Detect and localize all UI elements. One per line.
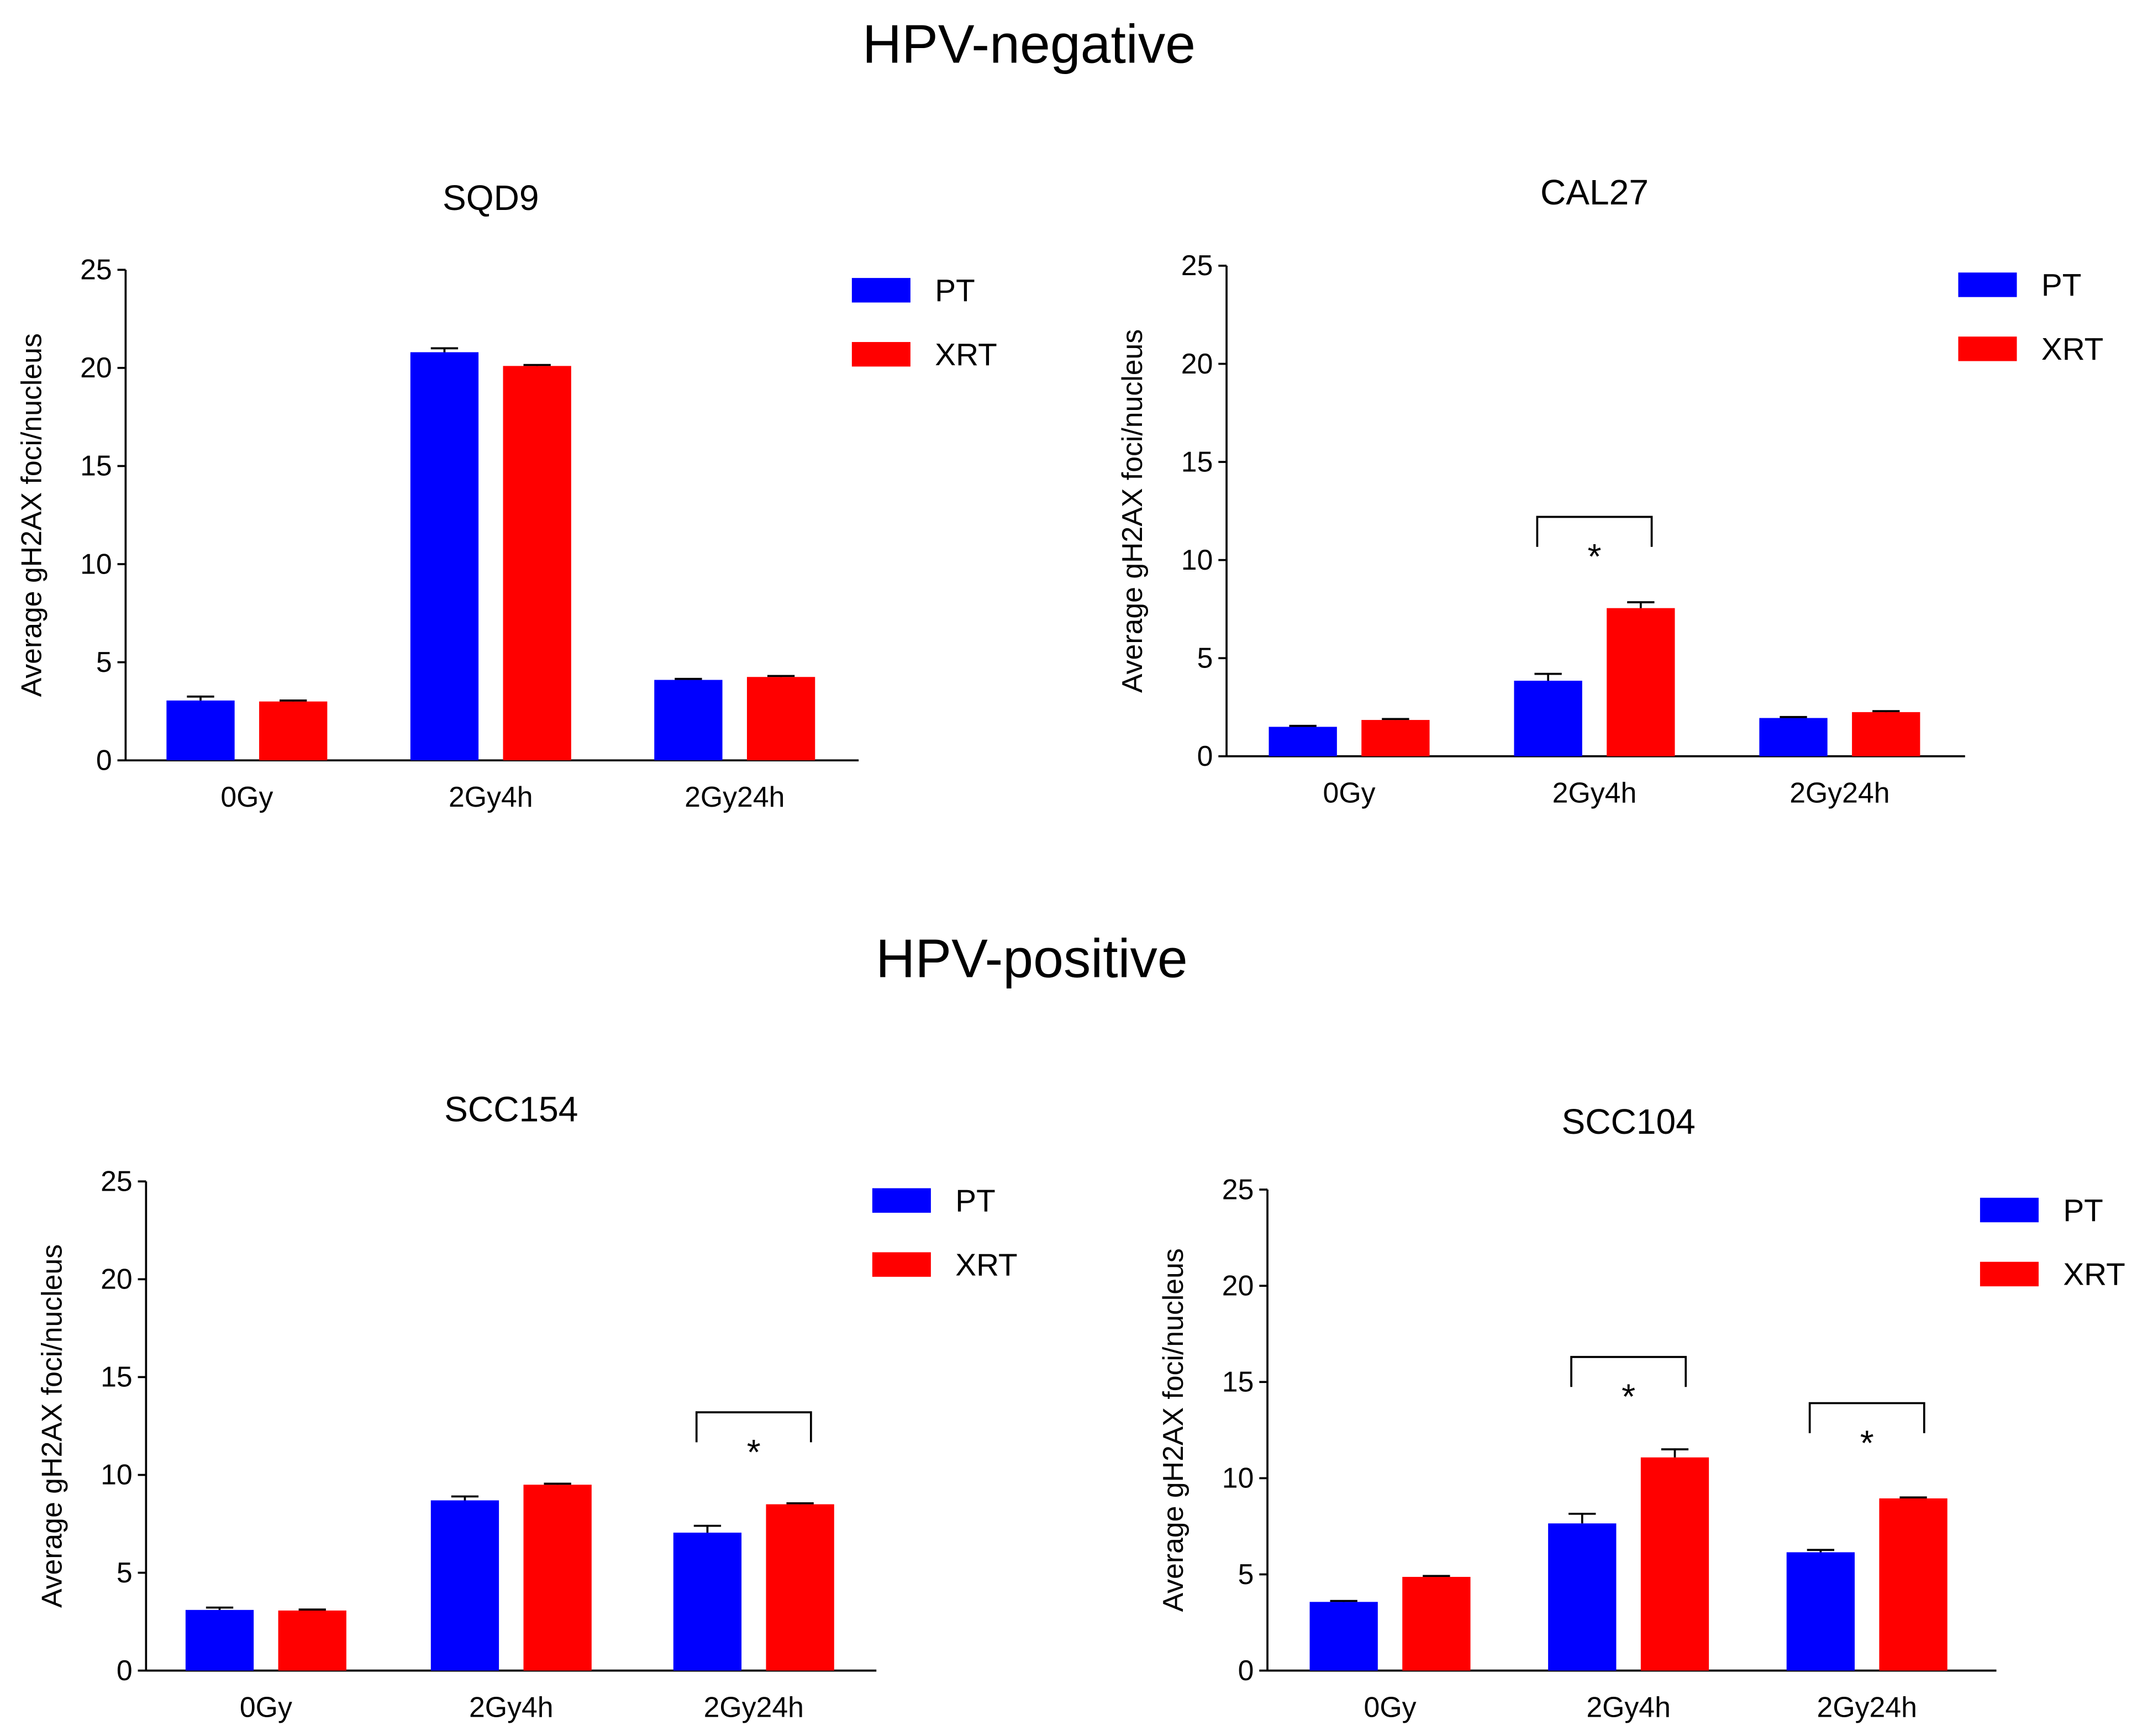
sqd9-chart-title: SQD9 [443, 178, 539, 218]
cal27-y-axis-label: Average gH2AX foci/nucleus [1116, 329, 1148, 693]
scc154-x-tick-label: 2Gy4h [469, 1691, 554, 1723]
sqd9-bar-xrt [746, 677, 815, 761]
scc154-legend-label-pt: PT [955, 1183, 995, 1218]
sqd9-x-tick-label: 2Gy24h [685, 781, 785, 813]
cal27-bar-xrt [1852, 712, 1920, 756]
scc104-x-tick-label: 0Gy [1364, 1691, 1417, 1723]
cal27-y-tick-label: 0 [1197, 740, 1213, 772]
scc104-legend-label-xrt: XRT [2063, 1258, 2125, 1292]
scc154-bar-pt [430, 1500, 499, 1671]
cal27-significance-star: * [1587, 536, 1601, 576]
scc154-legend-swatch-xrt [872, 1252, 931, 1277]
scc104-y-axis-label: Average gH2AX foci/nucleus [1157, 1248, 1189, 1612]
scc154-y-axis-label: Average gH2AX foci/nucleus [35, 1244, 67, 1608]
heading-hpv-positive: HPV-positive [876, 928, 1188, 988]
scc104-bar-xrt [1640, 1457, 1709, 1671]
sqd9-y-axis-label: Average gH2AX foci/nucleus [15, 333, 47, 697]
scc154-bar-pt [673, 1532, 742, 1671]
sqd9-bar-pt [654, 680, 723, 761]
heading-hpv-negative: HPV-negative [862, 13, 1196, 74]
scc154-legend-swatch-pt [872, 1188, 931, 1213]
sqd9-bar-pt [166, 700, 235, 761]
sqd9-legend-label-pt: PT [935, 273, 975, 308]
cal27-y-tick-label: 20 [1181, 348, 1213, 380]
scc104-bar-pt [1786, 1552, 1855, 1671]
sqd9-bar-xrt [259, 701, 328, 761]
sqd9-y-tick-label: 25 [80, 254, 112, 286]
cal27-bar-pt [1268, 727, 1337, 756]
sqd9-y-tick-label: 5 [96, 646, 112, 678]
scc154-legend-label-xrt: XRT [955, 1248, 1017, 1282]
scc104-x-tick-label: 2Gy24h [1817, 1691, 1917, 1723]
cal27-bar-pt [1514, 681, 1582, 756]
sqd9-y-tick-label: 10 [80, 548, 112, 580]
cal27-legend-label-xrt: XRT [2041, 332, 2103, 367]
sqd9-legend-swatch-pt [851, 278, 910, 303]
scc104-significance-bracket [1570, 1356, 1687, 1387]
scc154-x-tick-label: 0Gy [240, 1691, 292, 1723]
sqd9-bar-pt [410, 352, 479, 761]
scc154-y-tick-label: 10 [101, 1459, 133, 1491]
scc154-bar-xrt [278, 1610, 346, 1671]
cal27-x-tick-label: 2Gy24h [1789, 777, 1889, 809]
scc104-y-tick-label: 10 [1222, 1462, 1254, 1494]
scc104-bar-xrt [1402, 1577, 1471, 1671]
cal27-legend-swatch-pt [1958, 272, 2017, 297]
scc104-significance-star: * [1622, 1377, 1635, 1417]
sqd9-y-tick-label: 15 [80, 450, 112, 482]
sqd9-y-tick-label: 20 [80, 351, 112, 383]
scc104-y-tick-label: 25 [1222, 1173, 1254, 1205]
cal27-chart-title: CAL27 [1540, 172, 1649, 212]
cal27-bar-pt [1759, 718, 1828, 756]
sqd9-y-tick-label: 0 [96, 744, 112, 776]
scc154-y-tick-label: 15 [101, 1361, 133, 1393]
scc154-significance-bracket [695, 1411, 812, 1443]
scc104-legend-swatch-pt [1980, 1197, 2039, 1223]
cal27-bar-xrt [1607, 608, 1675, 756]
scc154-bar-pt [185, 1609, 254, 1671]
scc154-x-tick-label: 2Gy24h [704, 1691, 804, 1723]
scc104-x-tick-label: 2Gy4h [1586, 1691, 1671, 1723]
sqd9-legend-swatch-xrt [851, 342, 910, 367]
scc104-significance-star: * [1860, 1423, 1874, 1463]
cal27-legend-swatch-xrt [1958, 336, 2017, 361]
cal27-y-tick-label: 10 [1181, 544, 1213, 576]
scc104-y-tick-label: 5 [1238, 1558, 1254, 1590]
cal27-y-tick-label: 5 [1197, 641, 1213, 674]
scc154-y-tick-label: 0 [117, 1654, 133, 1686]
scc154-y-tick-label: 20 [101, 1263, 133, 1295]
sqd9-bar-xrt [503, 366, 571, 761]
scc104-legend-swatch-xrt [1980, 1261, 2039, 1287]
scc154-y-tick-label: 5 [117, 1556, 133, 1588]
scc104-bar-xrt [1879, 1498, 1947, 1671]
cal27-bar-xrt [1361, 720, 1430, 756]
scc154-significance-star: * [747, 1432, 761, 1472]
sqd9-legend-label-xrt: XRT [935, 338, 997, 372]
sqd9-x-tick-label: 2Gy4h [449, 781, 533, 813]
scc104-bar-pt [1309, 1602, 1378, 1671]
scc104-bar-pt [1548, 1523, 1617, 1671]
cal27-y-tick-label: 15 [1181, 445, 1213, 477]
cal27-significance-bracket [1536, 515, 1653, 547]
scc154-y-tick-label: 25 [101, 1165, 133, 1197]
scc104-chart-title: SCC104 [1561, 1102, 1695, 1141]
scc104-y-tick-label: 0 [1238, 1654, 1254, 1686]
scc154-bar-xrt [766, 1504, 834, 1671]
scc154-chart-title: SCC154 [444, 1090, 578, 1129]
scc104-y-tick-label: 15 [1222, 1366, 1254, 1398]
sqd9-x-tick-label: 0Gy [220, 781, 273, 813]
scc104-y-tick-label: 20 [1222, 1269, 1254, 1301]
scc104-significance-bracket [1808, 1402, 1925, 1433]
cal27-x-tick-label: 2Gy4h [1552, 777, 1637, 809]
cal27-legend-label-pt: PT [2041, 268, 2081, 303]
scc104-legend-label-pt: PT [2063, 1193, 2103, 1228]
cal27-y-tick-label: 25 [1181, 249, 1213, 281]
scc154-bar-xrt [523, 1485, 592, 1671]
cal27-x-tick-label: 0Gy [1323, 777, 1376, 809]
